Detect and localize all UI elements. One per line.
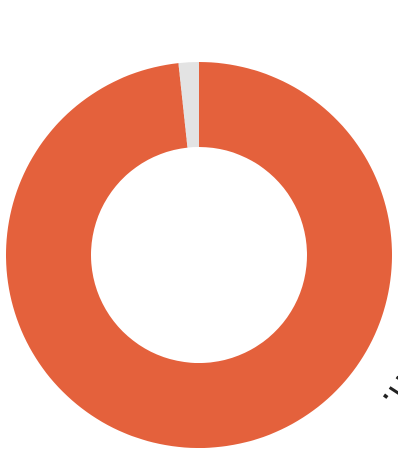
donut-slice-1 — [5, 62, 393, 449]
donut-slice-2 — [178, 62, 199, 148]
donut-slices — [5, 62, 393, 449]
